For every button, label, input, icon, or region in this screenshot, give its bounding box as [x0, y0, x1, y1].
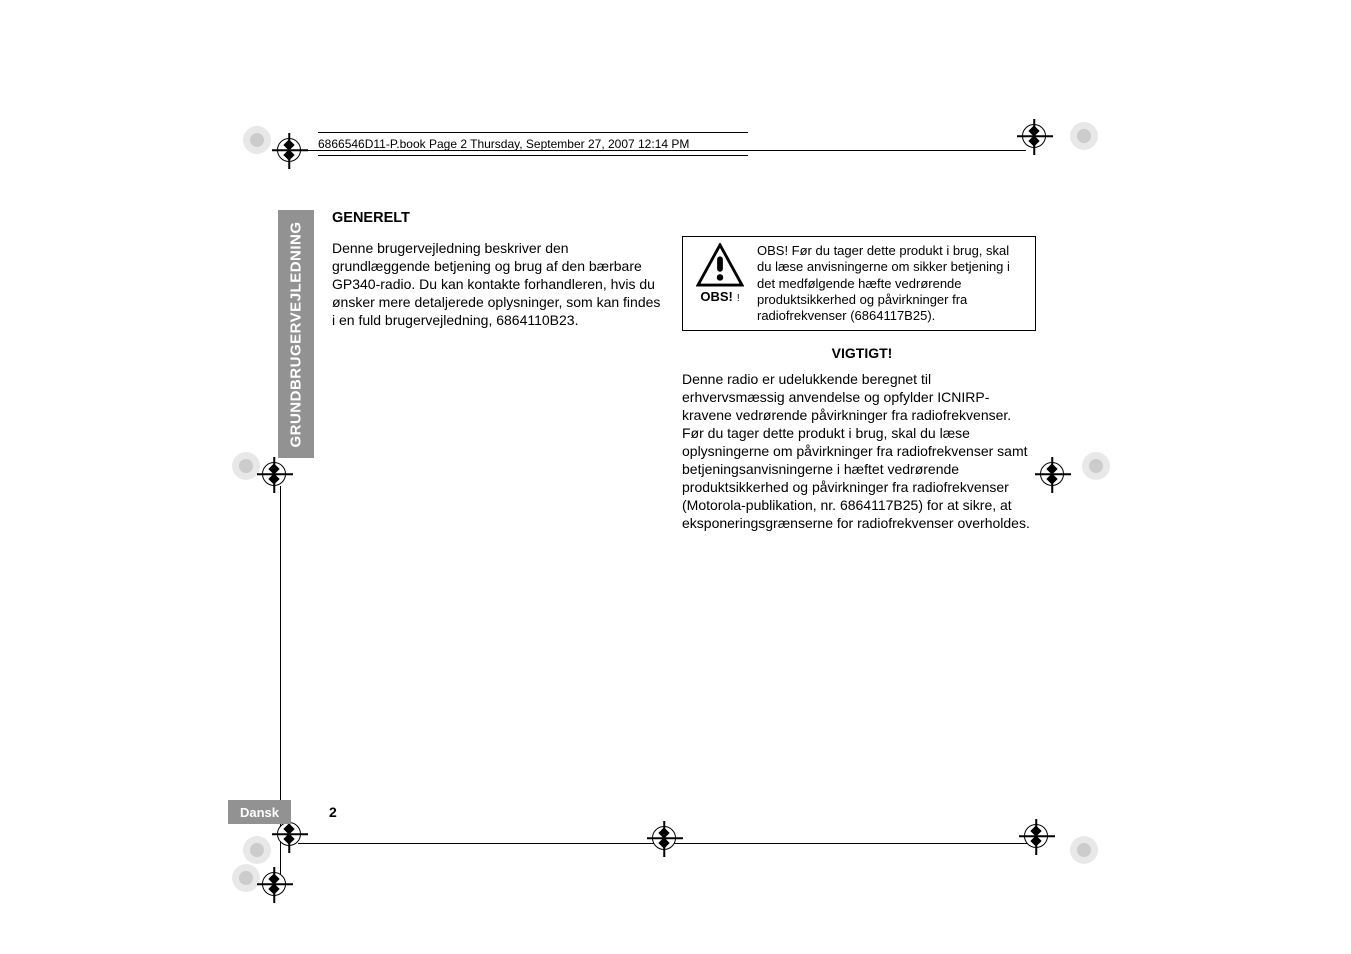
reg-mark-top-left-target	[243, 126, 271, 154]
warning-icon	[696, 243, 744, 287]
reg-mark-bottom-mid-cross	[652, 826, 676, 850]
body-general: Denne brugervejledning beskriver den gru…	[332, 240, 664, 330]
reg-mark-bottom-right-cross	[1024, 824, 1048, 848]
reg-mark-top-right-target	[1070, 122, 1098, 150]
reg-mark-mid-left-target	[232, 452, 260, 480]
reg-mark-bottom-left-target	[243, 836, 271, 864]
heading-important: VIGTIGT!	[682, 345, 1042, 361]
reg-mark-far-bottom-left-target	[232, 864, 260, 892]
running-head: 6866546D11-P.book Page 2 Thursday, Septe…	[318, 132, 748, 156]
footer-page-number: 2	[329, 804, 337, 820]
reg-mark-mid-left-cross	[262, 462, 286, 486]
side-tab-label: GRUNDBRUGERVEJLEDNING	[288, 221, 305, 447]
footer-language: Dansk	[228, 800, 291, 824]
reg-mark-mid-right-target	[1082, 452, 1110, 480]
right-column: OBS! ! OBS! Før du tager dette produkt i…	[682, 236, 1042, 532]
reg-mark-bottom-left-cross	[277, 822, 301, 846]
obs-icon-area: OBS! !	[689, 243, 751, 304]
reg-mark-far-bottom-left-cross	[262, 872, 286, 896]
obs-text: OBS! Før du tager dette produkt i brug, …	[757, 243, 1027, 324]
running-head-text: 6866546D11-P.book Page 2 Thursday, Septe…	[318, 137, 689, 151]
reg-mark-bottom-right-target	[1070, 836, 1098, 864]
footer: Dansk 2	[228, 800, 390, 824]
reg-mark-top-left-cross	[277, 138, 301, 162]
obs-box: OBS! ! OBS! Før du tager dette produkt i…	[682, 236, 1036, 331]
crop-line-top	[298, 150, 1026, 151]
side-tab: GRUNDBRUGERVEJLEDNING	[278, 210, 314, 458]
reg-mark-mid-right-cross	[1040, 462, 1064, 486]
obs-label-sub: !	[737, 293, 740, 304]
obs-label: OBS!	[700, 289, 733, 304]
heading-general: GENERELT	[332, 210, 664, 226]
left-column: GENERELT Denne brugervejledning beskrive…	[332, 210, 664, 330]
reg-mark-top-right-cross	[1022, 124, 1046, 148]
body-important: Denne radio er udelukkende beregnet til …	[682, 371, 1036, 532]
